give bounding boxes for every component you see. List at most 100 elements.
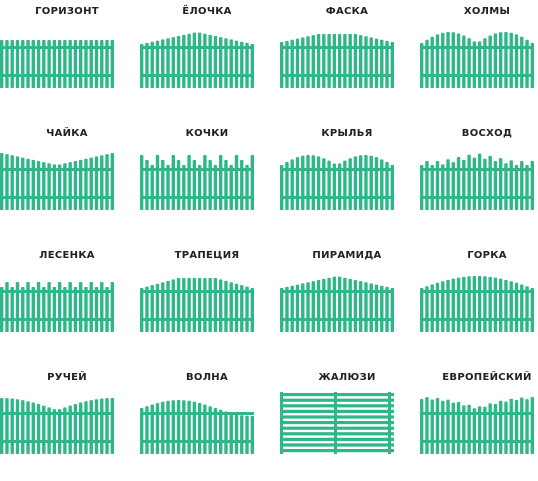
fence-picket bbox=[364, 36, 368, 88]
fence-illustration-zhaluzi bbox=[280, 392, 394, 454]
fence-picket bbox=[68, 282, 72, 332]
fence-picket bbox=[89, 400, 93, 454]
fence-card-kochki: КОЧКИ bbox=[140, 122, 274, 237]
fence-picket bbox=[150, 404, 154, 454]
fence-illustration-evropeiskiy bbox=[420, 397, 534, 454]
fence-picket bbox=[374, 157, 379, 210]
fence-card-voshod: ВОСХОД bbox=[420, 122, 538, 237]
fence-picket bbox=[171, 279, 175, 332]
fence-picket bbox=[316, 280, 321, 332]
fence-picket bbox=[192, 160, 197, 210]
fence-picket bbox=[5, 282, 9, 332]
fence-picket bbox=[161, 282, 165, 332]
fence-picket bbox=[514, 34, 519, 88]
fence-rail bbox=[280, 290, 394, 293]
fence-picket bbox=[10, 155, 14, 210]
fence-picket bbox=[369, 155, 373, 210]
fence-picket bbox=[420, 399, 424, 454]
fence-rail bbox=[0, 440, 114, 443]
fence-card-lesenka: ЛЕСЕНКА bbox=[0, 244, 134, 359]
fence-picket bbox=[359, 155, 363, 210]
fence-picket bbox=[213, 278, 218, 332]
fence-title-trapeciya: ТРАПЕЦИЯ bbox=[174, 250, 240, 261]
fence-picket bbox=[462, 159, 466, 210]
fence-picket bbox=[245, 286, 249, 332]
fence-picket bbox=[364, 282, 368, 332]
fence-slat bbox=[280, 404, 394, 408]
fence-title-chaika: ЧАЙКА bbox=[46, 128, 88, 139]
fence-picket bbox=[295, 157, 300, 210]
fence-title-elochka: ЁЛОЧКА bbox=[182, 6, 232, 17]
fence-picket bbox=[509, 160, 513, 210]
fence-picket bbox=[462, 276, 466, 332]
fence-picket bbox=[472, 276, 477, 332]
fence-card-faska: ФАСКА bbox=[280, 0, 414, 115]
fence-card-trapeciya: ТРАПЕЦИЯ bbox=[140, 244, 274, 359]
fence-picket bbox=[374, 38, 379, 88]
fence-picket bbox=[306, 36, 310, 88]
fence-picket bbox=[208, 160, 212, 210]
fence-picket bbox=[105, 154, 109, 210]
fence-picket bbox=[240, 160, 244, 210]
fence-picket bbox=[430, 165, 434, 210]
fence-picket bbox=[316, 34, 321, 88]
fence-picket bbox=[52, 409, 57, 454]
fence-picket bbox=[110, 398, 114, 454]
fence-picket bbox=[84, 158, 88, 210]
fence-rail bbox=[420, 196, 534, 199]
fence-illustration-lesenka bbox=[0, 282, 114, 332]
fence-picket bbox=[176, 36, 181, 88]
fence-picket bbox=[73, 404, 78, 454]
fence-picket bbox=[420, 43, 424, 88]
fence-picket bbox=[530, 397, 534, 454]
fence-card-volna: ВОЛНА bbox=[140, 366, 274, 481]
fence-picket bbox=[57, 164, 62, 210]
fence-rail bbox=[420, 290, 534, 293]
fence-picket bbox=[520, 397, 524, 454]
fence-picket bbox=[94, 287, 99, 332]
fence-picket bbox=[100, 398, 104, 454]
fence-picket bbox=[525, 399, 529, 454]
fence-picket bbox=[176, 278, 181, 332]
fence-picket bbox=[456, 277, 461, 332]
fence-picket bbox=[171, 155, 175, 210]
fence-card-ruchei: РУЧЕЙ bbox=[0, 366, 134, 481]
fence-illustration-kochki bbox=[140, 155, 254, 210]
fence-slat bbox=[280, 426, 394, 430]
fence-picket bbox=[52, 164, 57, 210]
fence-picket bbox=[0, 287, 4, 332]
fence-picket bbox=[234, 155, 239, 210]
fence-rail bbox=[140, 318, 254, 321]
fence-picket bbox=[245, 42, 249, 88]
fence-picket bbox=[79, 402, 83, 454]
fence-picket bbox=[467, 154, 471, 210]
fence-card-evropeiskiy: ЕВРОПЕЙСКИЙ bbox=[420, 366, 538, 481]
fence-slat bbox=[280, 421, 394, 425]
fence-rail bbox=[0, 74, 114, 77]
fence-illustration-gorizont bbox=[0, 40, 114, 88]
fence-picket bbox=[57, 282, 62, 332]
fence-picket bbox=[280, 288, 284, 332]
fence-picket bbox=[343, 34, 347, 88]
fence-picket bbox=[15, 282, 20, 332]
fence-picket bbox=[145, 160, 149, 210]
fence-picket bbox=[176, 160, 181, 210]
fence-picket bbox=[208, 34, 212, 88]
fence-picket bbox=[192, 401, 197, 454]
fence-illustration-ruchei bbox=[0, 398, 114, 454]
fence-picket bbox=[451, 32, 455, 88]
fence-picket bbox=[509, 32, 513, 88]
fence-picket bbox=[425, 286, 429, 332]
fence-card-chaika: ЧАЙКА bbox=[0, 122, 134, 237]
fence-picket bbox=[467, 276, 471, 332]
fence-picket bbox=[100, 282, 104, 332]
fence-rail bbox=[420, 46, 534, 49]
fence-picket bbox=[435, 397, 440, 454]
fence-picket bbox=[311, 35, 315, 88]
fence-picket bbox=[385, 286, 389, 332]
fence-illustration-holmy bbox=[420, 32, 534, 88]
fence-picket bbox=[327, 277, 331, 332]
fence-picket bbox=[446, 159, 450, 210]
fence-rail bbox=[0, 290, 114, 293]
fence-illustration-chaika bbox=[0, 153, 114, 210]
